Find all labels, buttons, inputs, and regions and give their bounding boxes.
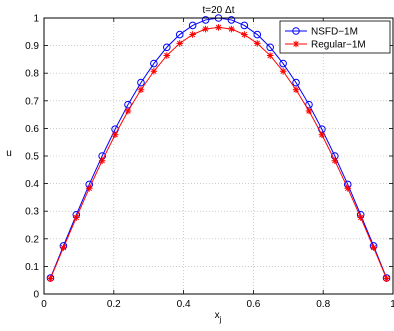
series-2-point (47, 275, 54, 282)
series-2-point (331, 157, 339, 164)
star-marker-shape (111, 131, 119, 139)
series-2-point (60, 244, 67, 251)
x-tick-label: 0.8 (316, 299, 330, 310)
series-2-point (253, 40, 261, 47)
x-tick-label: 1 (390, 299, 394, 310)
series-2-point (357, 214, 364, 221)
star-marker-shape (383, 275, 390, 282)
legend: NSFD−1M Regular−1M (279, 20, 391, 54)
star-marker-shape (253, 40, 261, 47)
series-1-point (188, 21, 197, 30)
x-tick-label: 0 (41, 299, 47, 310)
series-1-point (150, 59, 158, 68)
series-2-point (202, 25, 209, 33)
chart-title: t=20 Δt (203, 5, 235, 16)
series-2-point (370, 244, 377, 251)
series-2-point (111, 131, 119, 139)
series-2-point (176, 40, 184, 47)
series-2-point (266, 52, 274, 59)
y-axis-label: u (6, 148, 12, 159)
series-1-point (163, 43, 171, 52)
legend-label-1: NSFD−1M (311, 27, 358, 38)
series-2-point (305, 107, 313, 115)
series-1-point (253, 30, 262, 39)
star-marker-shape (124, 107, 132, 115)
series-1-point (266, 43, 274, 52)
y-tick-label: 1 (33, 14, 39, 25)
star-marker-shape (292, 40, 300, 48)
star-marker-shape (344, 184, 352, 192)
legend-marker-2 (292, 40, 300, 48)
grid (44, 18, 393, 294)
star-marker-shape (292, 86, 300, 94)
star-marker-shape (370, 244, 377, 251)
legend-label-2: Regular−1M (311, 40, 366, 51)
y-tick-label: 0.6 (25, 124, 39, 135)
series-1-point (175, 30, 184, 39)
series-1-point (227, 16, 236, 24)
series-1-point (279, 59, 287, 68)
series-1-point (137, 78, 145, 87)
series-2-point (137, 86, 145, 94)
star-marker-shape (189, 31, 196, 38)
x-axis-label: xj (215, 310, 222, 324)
star-marker-shape (305, 107, 313, 115)
series-2-point (189, 31, 196, 38)
x-tick-label: 0.2 (107, 299, 121, 310)
star-marker-shape (163, 52, 171, 59)
series-2-point (124, 107, 132, 115)
star-marker-shape (73, 214, 80, 221)
x-tick-label: 0.6 (246, 299, 260, 310)
star-marker-shape (150, 67, 158, 75)
star-marker-shape (357, 214, 364, 221)
y-tick-label: 0.9 (25, 41, 39, 52)
y-tick-label: 0.7 (25, 96, 39, 107)
star-marker-shape (266, 52, 274, 59)
series-2-point (228, 25, 235, 33)
series-2-point (279, 67, 287, 75)
star-marker-shape (228, 25, 235, 33)
series-2-point (241, 31, 248, 38)
star-marker-shape (215, 24, 222, 31)
star-marker-shape (202, 25, 209, 33)
series-2-point (85, 184, 93, 192)
star-marker-shape (47, 275, 54, 282)
star-marker-shape (60, 244, 67, 251)
y-tick-label: 0.8 (25, 69, 39, 80)
y-tick-label: 0.2 (25, 234, 39, 245)
y-tick-label: 0.5 (25, 152, 39, 163)
x-tick-label: 0.4 (177, 299, 191, 310)
y-tick-label: 0.1 (25, 262, 39, 273)
series-2-point (150, 67, 158, 75)
ticks: 0 0.2 0.4 0.6 0.8 1 0 0.1 0.2 0.3 0.4 0.5 0.6 0.7 0.8 0… (25, 14, 394, 311)
series-2-point (383, 275, 390, 282)
series-2-point (344, 184, 352, 192)
series-1-point (240, 21, 249, 30)
y-tick-label: 0.3 (25, 207, 39, 218)
legend-marker-1 (292, 27, 300, 35)
star-marker-shape (279, 67, 287, 75)
y-tick-label: 0.4 (25, 179, 39, 190)
star-marker-shape (85, 184, 93, 192)
series-1-point (201, 16, 210, 24)
series-2-point (163, 52, 171, 59)
series-2-point (292, 86, 300, 94)
star-marker-shape (176, 40, 184, 47)
star-marker-shape (241, 31, 248, 38)
series-1-point (292, 78, 300, 87)
series-2-point (215, 24, 222, 31)
y-tick-label: 0 (33, 290, 39, 301)
series-group (46, 14, 391, 282)
star-marker-shape (98, 157, 106, 164)
series-2-point (73, 214, 80, 221)
legend-box (279, 20, 391, 54)
series-2-point (98, 157, 106, 164)
star-marker-shape (331, 157, 339, 164)
star-marker-shape (318, 131, 326, 139)
star-marker-shape (137, 86, 145, 94)
x-axis-label-subscript: j (219, 315, 222, 324)
series-2-point (318, 131, 326, 139)
x-axis-label-main: x (215, 310, 220, 321)
